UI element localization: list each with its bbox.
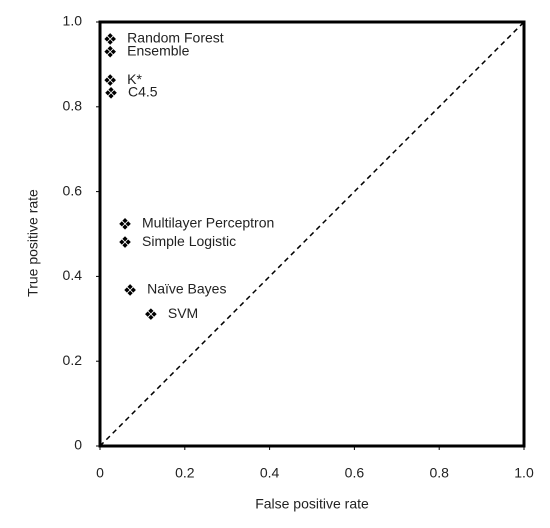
diagonal [99,21,525,447]
point-label: Simple Logistic [142,233,236,249]
y-tick-label: 0 [74,437,82,453]
point [104,74,116,86]
point-label: K* [127,71,142,87]
y-tick-label: 1.0 [63,13,83,29]
point [104,33,116,45]
point-label: Naïve Bayes [147,281,226,297]
point-label: Ensemble [127,42,189,58]
y-tick-label: 0.6 [63,182,83,198]
x-axis-label: False positive rate [255,496,369,512]
point [104,45,116,58]
point [105,87,117,99]
y-axis-label: True positive rate [25,189,41,297]
point [124,284,136,296]
y-tick-label: 0.4 [63,267,83,283]
x-tick-label: 0.8 [429,465,449,481]
point-label: Random Forest [127,30,224,46]
point-label: C4.5 [128,84,158,100]
y-tick-label: 0.8 [63,98,83,114]
point-label: Multilayer Perceptron [142,215,274,231]
plot-frame [98,20,526,448]
x-tick-label: 0.6 [345,465,365,481]
x-tick-label: 0.4 [260,465,280,481]
point [145,308,157,320]
x-tick-label: 0.2 [175,465,195,481]
x-tick-label: 0 [96,465,104,481]
y-tick-label: 0.2 [63,352,83,368]
point [119,236,131,248]
x-tick-label: 1.0 [514,465,534,481]
point-label: SVM [168,305,198,321]
point [119,218,131,230]
